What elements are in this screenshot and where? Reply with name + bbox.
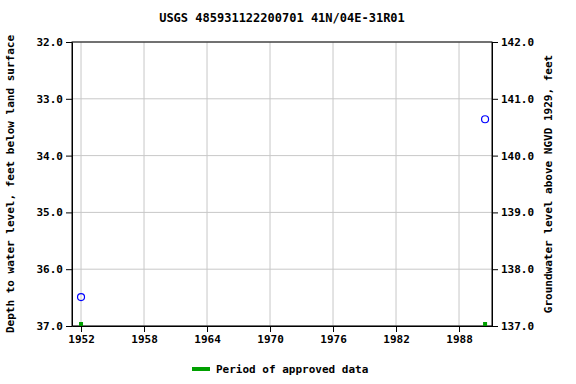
tick-mark	[81, 326, 82, 332]
grid-line	[72, 269, 492, 270]
title: USGS 485931122200701 41N/04E-31R01	[159, 11, 405, 25]
tick: 139.0	[492, 206, 534, 219]
grid-line	[144, 42, 145, 326]
tick-mark	[144, 326, 145, 332]
legend-label: Period of approved data	[216, 363, 368, 376]
point	[78, 294, 85, 301]
tick-mark	[66, 156, 72, 157]
tick-label: 36.0	[37, 263, 64, 276]
tick-mark	[492, 326, 498, 327]
tick: 34.0	[37, 150, 73, 163]
tick-label: 1958	[131, 333, 158, 346]
y2-axis: 137.0 138.0 139.0 140.0 141.0 142.0	[492, 36, 534, 333]
tick-mark	[207, 326, 208, 332]
x-axis: 1952 1958 1964 1970 1976 1982 1988	[68, 326, 492, 346]
tick: 37.0	[37, 320, 73, 333]
y-axis-title: Depth to water level, feet below land su…	[4, 35, 17, 333]
plot-frame	[72, 42, 492, 326]
tick: 1976	[320, 326, 347, 346]
legend: Period of approved data	[192, 363, 368, 376]
tick: 35.0	[37, 206, 73, 219]
tick-mark	[66, 42, 72, 43]
tick: 32.0	[37, 36, 73, 49]
tick-mark	[66, 99, 72, 100]
tick: 142.0	[492, 36, 534, 49]
tick: 1958	[131, 326, 158, 346]
tick-mark	[66, 212, 72, 213]
tick-label: 1970	[257, 333, 284, 346]
tick-label: 137.0	[501, 320, 534, 333]
grid-line	[207, 42, 208, 326]
tick: 140.0	[492, 150, 534, 163]
tick-label: 1982	[383, 333, 410, 346]
tick-mark	[333, 326, 334, 332]
tick-label: 37.0	[37, 320, 64, 333]
tick-mark	[492, 212, 498, 213]
tick-label: 34.0	[37, 150, 64, 163]
tick-mark	[459, 326, 460, 332]
tick-label: 140.0	[501, 150, 534, 163]
tick-mark	[270, 326, 271, 332]
tick: 137.0	[492, 320, 534, 333]
legend-swatch	[192, 367, 210, 371]
tick-label: 139.0	[501, 206, 534, 219]
marks	[78, 116, 489, 326]
y2-axis-title: Groundwater level above NGVD 1929, feet	[542, 55, 555, 313]
tick-mark	[492, 156, 498, 157]
tick-label: 1964	[194, 333, 221, 346]
approved-period	[483, 322, 487, 326]
tick-label: 1988	[446, 333, 473, 346]
grid-line	[72, 98, 492, 99]
grid	[72, 42, 492, 326]
grid-line	[333, 42, 334, 326]
tick: 141.0	[492, 93, 534, 106]
axis-line	[73, 326, 493, 327]
point	[482, 116, 489, 123]
grid-line	[81, 42, 82, 326]
tick-label: 142.0	[501, 36, 534, 49]
axis-line	[492, 43, 493, 327]
tick-mark	[492, 99, 498, 100]
tick-label: 32.0	[37, 36, 64, 49]
tick-mark	[492, 269, 498, 270]
grid-line	[270, 42, 271, 326]
tick-label: 138.0	[501, 263, 534, 276]
y-axis: 32.0 33.0 34.0 35.0 36.0 37.0	[37, 36, 73, 333]
tick-label: 35.0	[37, 206, 64, 219]
tick-label: 33.0	[37, 93, 64, 106]
tick-mark	[396, 326, 397, 332]
tick: 33.0	[37, 93, 73, 106]
approved-period	[79, 322, 83, 326]
grid-line	[72, 212, 492, 213]
tick: 1952	[68, 326, 95, 346]
grid-line	[72, 155, 492, 156]
tick: 1970	[257, 326, 284, 346]
tick: 1982	[383, 326, 410, 346]
tick-mark	[66, 326, 72, 327]
tick: 36.0	[37, 263, 73, 276]
tick: 138.0	[492, 263, 534, 276]
tick-label: 1976	[320, 333, 347, 346]
tick: 1964	[194, 326, 221, 346]
tick: 1988	[446, 326, 473, 346]
axis-line	[72, 43, 73, 327]
grid-line	[459, 42, 460, 326]
tick-mark	[66, 269, 72, 270]
chart: USGS 485931122200701 41N/04E-31R01195219…	[0, 0, 576, 384]
tick-label: 141.0	[501, 93, 534, 106]
tick-label: 1952	[68, 333, 95, 346]
grid-line	[396, 42, 397, 326]
tick-mark	[492, 42, 498, 43]
